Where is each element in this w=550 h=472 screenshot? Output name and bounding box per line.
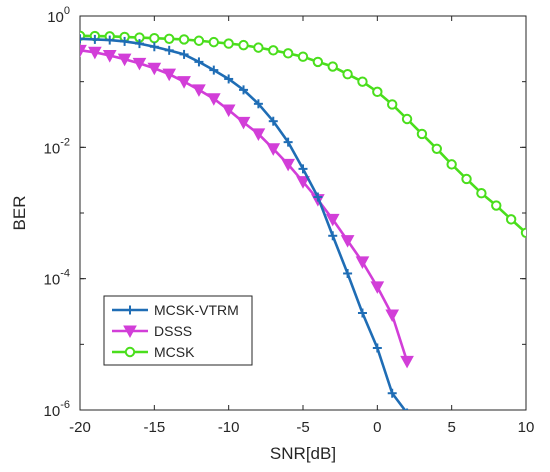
data-point [179,49,189,59]
data-point [147,62,162,76]
x-tick-label: -10 [218,419,240,436]
data-point [224,74,234,84]
data-point [88,46,102,60]
data-point [431,143,442,154]
y-tick-label: 10-2 [44,136,70,157]
data-point [177,76,191,89]
data-point [208,36,220,48]
y-tick-label: 100 [47,5,70,26]
data-point [416,128,428,140]
x-tick-label: -15 [143,419,165,436]
y-axis-label: BER [10,196,29,231]
data-point [223,38,234,49]
data-point [206,93,221,106]
x-tick-label: 0 [373,419,381,436]
data-point [134,39,144,49]
series-mcsk [80,30,526,238]
x-tick-label: 5 [447,419,455,436]
data-point [520,227,526,238]
data-point [238,39,249,51]
data-point [298,164,308,174]
data-point [268,116,278,126]
y-tick-label: 10-4 [44,268,70,289]
data-point [325,213,340,227]
data-point [164,45,174,55]
data-point [327,61,338,72]
data-point [268,45,279,56]
data-point [387,99,398,110]
data-point [251,128,266,141]
data-point [283,137,293,147]
data-point [90,34,100,44]
data-point [178,34,190,45]
data-point [328,231,338,241]
data-point [80,34,85,44]
x-tick-label: -20 [69,419,91,436]
data-point [164,33,175,44]
data-point [446,159,457,170]
data-point [105,35,115,45]
data-point [355,256,370,269]
data-point [149,42,159,52]
legend: MCSK-VTRM DSSS MCSK [103,295,253,366]
data-point [385,309,400,323]
data-point [221,104,236,118]
data-point [372,86,383,98]
legend-label: MCSK [154,344,195,360]
legend-marker [123,325,137,339]
data-point [342,68,353,80]
series-layer [80,30,526,410]
axis-ticks: -20 -15 -10 -5 0 5 10 100 10-2 10-4 10-6 [44,5,535,436]
data-point [120,36,130,46]
legend-label: DSSS [154,323,192,339]
data-point [282,48,294,59]
data-point [505,214,517,225]
data-point [461,173,472,185]
data-point [132,57,147,71]
data-point [296,176,310,189]
data-point [209,65,219,75]
data-point [476,188,487,199]
data-point [400,355,414,369]
data-point [401,113,413,125]
data-point [253,42,264,53]
x-tick-label: -5 [296,419,309,436]
data-point [80,44,87,58]
data-point [236,116,251,130]
data-point [149,32,160,44]
data-point [340,235,355,248]
x-axis-label: SNR[dB] [270,444,336,463]
data-point [281,158,295,172]
legend-label: MCSK-VTRM [154,302,239,318]
data-point [312,56,324,68]
series-mcsk-vtrm [80,34,409,410]
data-point [357,308,367,318]
data-point [357,76,368,87]
data-point [297,51,309,62]
legend-marker [124,346,136,358]
x-tick-label: 10 [518,419,535,436]
data-point [253,99,263,109]
data-point [162,68,177,82]
data-point [102,50,117,63]
data-point [313,192,323,202]
data-point [491,200,502,211]
y-tick-label: 10-6 [44,399,70,420]
data-point [370,281,385,294]
legend-marker [125,305,135,315]
data-point [193,35,205,46]
data-point [194,57,204,67]
data-point [372,343,382,353]
data-point [343,268,353,278]
data-point [239,85,249,95]
data-point [117,53,132,67]
data-point [192,84,206,97]
data-point [266,143,281,156]
data-point [387,388,397,398]
